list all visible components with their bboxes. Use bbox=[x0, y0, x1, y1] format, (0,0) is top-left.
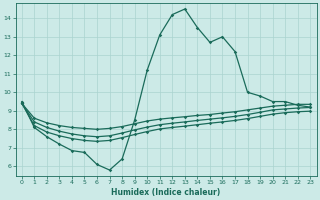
X-axis label: Humidex (Indice chaleur): Humidex (Indice chaleur) bbox=[111, 188, 221, 197]
